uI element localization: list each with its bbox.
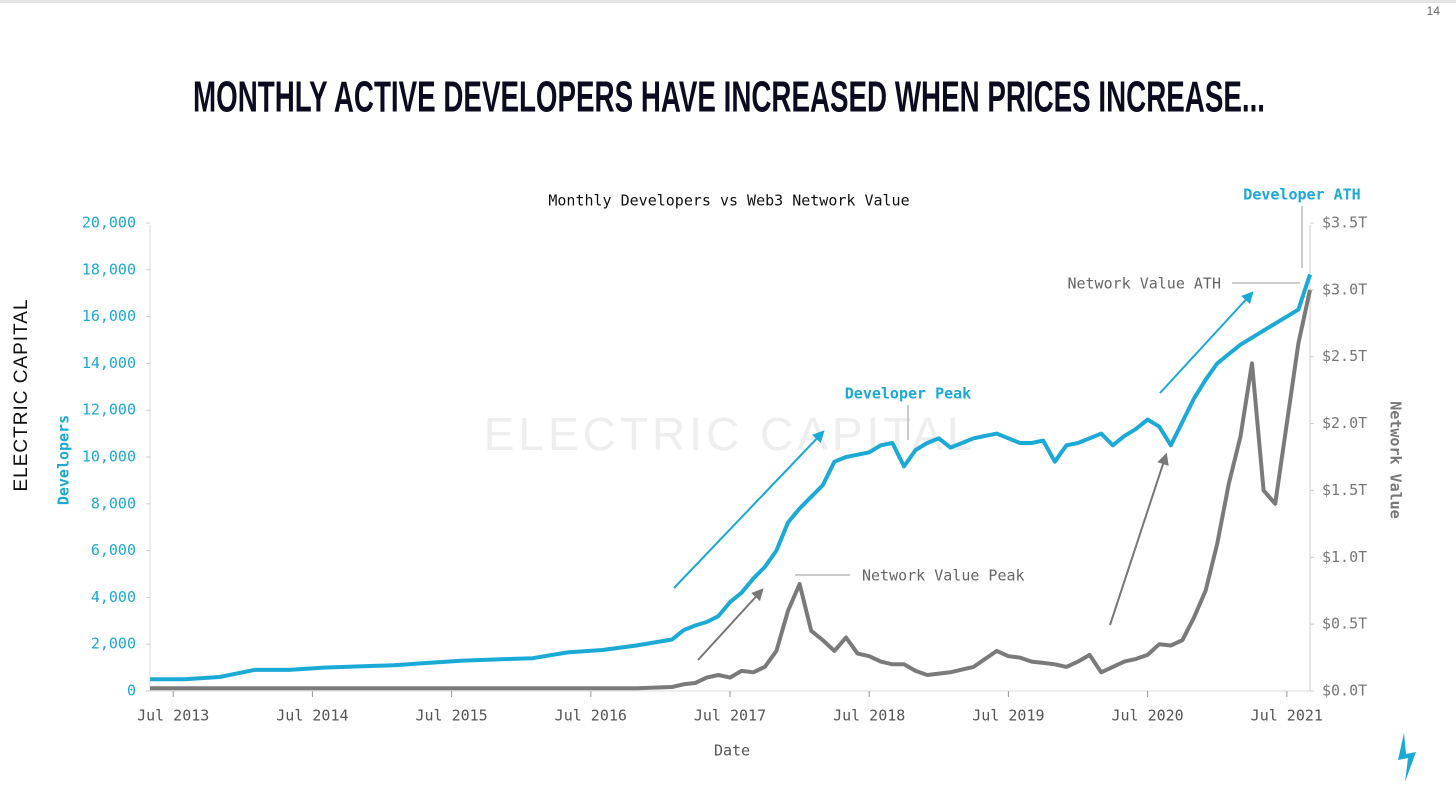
watermark: ELECTRIC CAPITAL xyxy=(484,408,977,460)
top-border xyxy=(0,0,1456,3)
x-axis-label: Date xyxy=(714,742,750,760)
x-tick-label: Jul 2020 xyxy=(1111,707,1183,725)
arrow xyxy=(673,430,825,589)
logo: ELECTRIC CAPITAL xyxy=(11,298,32,491)
series-line xyxy=(150,289,1312,691)
x-tick-label: Jul 2017 xyxy=(694,707,766,725)
arrow xyxy=(1159,291,1254,394)
y-tick-label: 16,000 xyxy=(82,307,136,325)
x-tick-label: Jul 2018 xyxy=(833,707,905,725)
annotation: Network Value Peak xyxy=(862,567,1025,585)
x-tick-label: Jul 2019 xyxy=(972,707,1044,725)
y2-tick-label: $2.5T xyxy=(1322,347,1367,365)
page-number: 14 xyxy=(1427,4,1441,18)
annotation: Developer ATH xyxy=(1243,186,1360,204)
y2-tick-label: $1.5T xyxy=(1322,481,1367,499)
y-tick-label: 10,000 xyxy=(82,448,136,466)
y-tick-label: 0 xyxy=(127,682,136,700)
y-tick-label: 20,000 xyxy=(82,214,136,232)
y2-tick-label: $3.5T xyxy=(1322,214,1367,232)
y-tick-label: 8,000 xyxy=(91,494,136,512)
series-line xyxy=(150,273,1312,682)
annotation: Network Value ATH xyxy=(1067,275,1221,293)
y-tick-label: 2,000 xyxy=(91,635,136,653)
y2-tick-label: $0.5T xyxy=(1322,615,1367,633)
x-tick-label: Jul 2016 xyxy=(555,707,627,725)
y2-tick-label: $2.0T xyxy=(1322,414,1367,432)
y-axis-label: Developers xyxy=(55,415,73,505)
arrow xyxy=(1109,452,1169,626)
y2-tick-label: $0.0T xyxy=(1322,682,1367,700)
annotation: Developer Peak xyxy=(845,385,971,403)
y-tick-label: 14,000 xyxy=(82,354,136,372)
y-tick-label: 6,000 xyxy=(91,541,136,559)
y-tick-label: 18,000 xyxy=(82,260,136,278)
arrow xyxy=(697,588,764,661)
slide-title: MONTHLY ACTIVE DEVELOPERS HAVE INCREASED… xyxy=(193,73,1265,122)
logo-bolt xyxy=(1398,733,1416,782)
x-tick-label: Jul 2014 xyxy=(276,707,348,725)
x-tick-label: Jul 2021 xyxy=(1251,707,1323,725)
y-tick-label: 12,000 xyxy=(82,401,136,419)
y2-axis-label: Network Value xyxy=(1387,401,1405,518)
y2-tick-label: $1.0T xyxy=(1322,548,1367,566)
chart-title: Monthly Developers vs Web3 Network Value xyxy=(548,192,909,210)
x-tick-label: Jul 2013 xyxy=(137,707,209,725)
x-tick-label: Jul 2015 xyxy=(415,707,487,725)
y2-tick-label: $3.0T xyxy=(1322,280,1367,298)
plot xyxy=(150,273,1312,691)
y-tick-label: 4,000 xyxy=(91,588,136,606)
